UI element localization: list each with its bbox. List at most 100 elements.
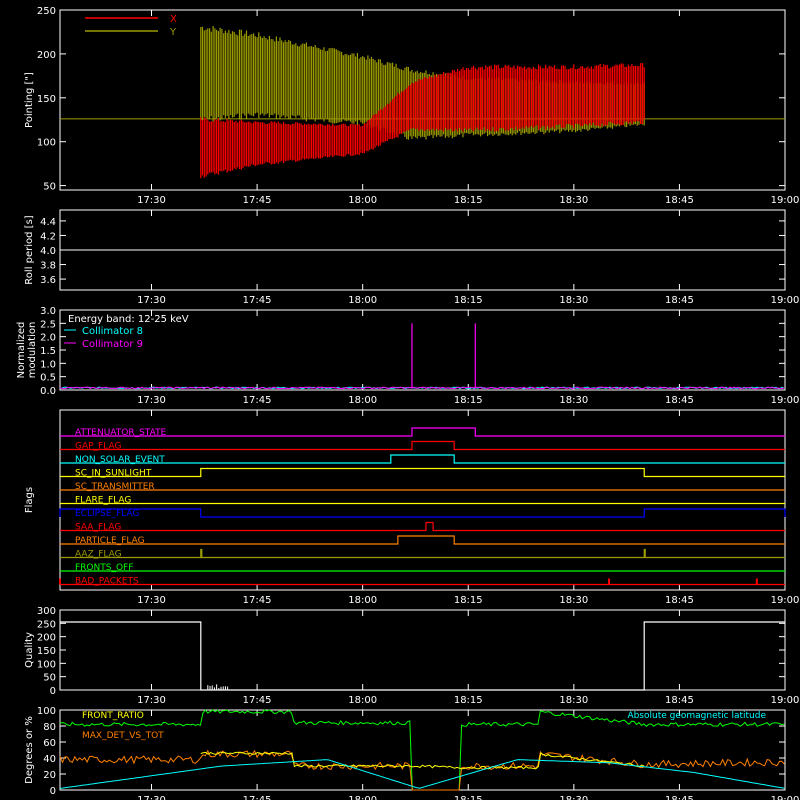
- series-trace-2: [200, 751, 645, 770]
- x-tick-label: 18:45: [665, 695, 694, 706]
- panel-3: 17:30 17:45 18:00 18:15 18:30 18:45 19:00 0.0 0.…: [16, 306, 799, 406]
- x-tick-label: 18:30: [559, 395, 588, 406]
- series-trace-1: [59, 749, 785, 791]
- flag-label-gap-flag: GAP_FLAG: [75, 442, 121, 452]
- x-tick-label: 18:00: [348, 795, 377, 800]
- x-tick-label: 17:30: [137, 695, 166, 706]
- x-tick-label: 18:15: [454, 595, 483, 606]
- x-tick-label: 18:00: [348, 395, 377, 406]
- x-tick-label: 17:45: [243, 295, 272, 306]
- y-tick-label: 3.0: [40, 306, 56, 317]
- quality-line: [60, 621, 785, 691]
- y-axis-label: Roll period [s]: [24, 215, 35, 284]
- panel-5: 17:30 17:45 18:00 18:15 18:30 18:45 19:00 0 50 10…: [24, 606, 799, 706]
- x-tick-label: 17:30: [137, 195, 166, 206]
- legend-front-ratio: FRONT_RATIO: [82, 711, 144, 721]
- flag-trace-gap-flag: [60, 440, 785, 451]
- y-tick-label: 2.5: [40, 319, 56, 330]
- x-tick-label: 18:00: [348, 695, 377, 706]
- x-tick-label: 18:00: [348, 195, 377, 206]
- panel-4: 17:30 17:45 18:00 18:15 18:30 18:45 19:00 Flags…: [24, 409, 800, 606]
- legend-label: Collimator 9: [82, 339, 143, 350]
- flag-label-eclipse-flag: ECLIPSE_FLAG: [75, 509, 139, 519]
- plot-frame: [59, 409, 786, 591]
- flag-label-aaz-flag: AAZ_FLAG: [75, 550, 122, 560]
- y-tick-label: 3.6: [40, 275, 56, 286]
- y-axis-label-line: Normalized: [16, 322, 27, 379]
- x-tick-label: 18:15: [454, 395, 483, 406]
- x-tick-label: 18:30: [559, 195, 588, 206]
- x-tick-label: 18:45: [665, 795, 694, 800]
- y-tick-label: 100: [37, 138, 56, 149]
- y-tick-label: 20: [43, 770, 56, 781]
- y-tick-label: 100: [37, 706, 56, 717]
- y-tick-label: 300: [37, 606, 56, 617]
- series-trace-3: [59, 759, 785, 789]
- y-tick-label: 200: [37, 50, 56, 61]
- x-tick-label: 18:15: [454, 195, 483, 206]
- y-tick-label: 3.8: [40, 261, 56, 272]
- flag-label-attenuator-state: ATTENUATOR_STATE: [75, 428, 167, 438]
- y-tick-label: 1.0: [40, 359, 56, 370]
- flag-trace-particle-flag: [60, 535, 785, 545]
- y-axis-label: Quality: [24, 632, 35, 668]
- y-tick-label: 0: [50, 786, 56, 797]
- y-axis-label: Normalizedmodulation: [16, 322, 38, 379]
- panel-1: 17:30 17:45 18:00 18:15 18:30 18:45 19:00 50 100…: [24, 6, 799, 206]
- legend-label-y: Y: [169, 27, 177, 38]
- x-tick-label: 17:45: [243, 695, 272, 706]
- y-tick-label: 1.5: [40, 346, 56, 357]
- flag-trace-saa-flag: [60, 521, 785, 532]
- legend-label-x: X: [170, 14, 177, 25]
- x-tick-label: 18:30: [559, 295, 588, 306]
- x-tick-label: 17:30: [137, 795, 166, 800]
- x-tick-label: 18:15: [454, 295, 483, 306]
- y-tick-label: 80: [43, 722, 56, 733]
- flag-label-fronts-off: FRONTS_OFF: [75, 563, 133, 573]
- x-tick-label: 19:00: [771, 195, 800, 206]
- y-tick-label: 60: [43, 738, 56, 749]
- flag-label-saa-flag: SAA_FLAG: [75, 523, 121, 533]
- x-tick-label: 18:30: [559, 795, 588, 800]
- x-tick-label: 17:30: [137, 395, 166, 406]
- y-tick-label: 50: [43, 182, 56, 193]
- x-tick-label: 17:45: [243, 195, 272, 206]
- panel-2: 17:30 17:45 18:00 18:15 18:30 18:45 19:00 3.6 3.…: [24, 209, 799, 306]
- y-tick-label: 50: [43, 673, 56, 684]
- x-tick-label: 18:00: [348, 595, 377, 606]
- y-axis-label: Pointing ["]: [24, 72, 35, 128]
- flag-label-particle-flag: PARTICLE_FLAG: [75, 536, 145, 546]
- y-tick-label: 0: [50, 686, 56, 697]
- flag-trace-sc-in-sunlight: [60, 467, 785, 478]
- plot-frame: [59, 9, 786, 191]
- x-tick-label: 18:45: [665, 195, 694, 206]
- x-tick-label: 18:00: [348, 295, 377, 306]
- flag-trace-eclipse-flag: [59, 508, 786, 518]
- flag-label-sc-transmitter: SC_TRANSMITTER: [75, 482, 155, 492]
- x-tick-label: 18:30: [559, 595, 588, 606]
- y-tick-label: 4.4: [40, 217, 56, 228]
- x-tick-label: 19:00: [771, 595, 800, 606]
- series-x-band: [200, 63, 645, 179]
- y-tick-label: 150: [37, 646, 56, 657]
- x-tick-label: 19:00: [771, 795, 800, 800]
- x-tick-label: 19:00: [771, 395, 800, 406]
- x-tick-label: 18:45: [665, 295, 694, 306]
- y-tick-label: 4.0: [40, 246, 56, 257]
- flag-label-non-solar-event: NON_SOLAR_EVENT: [75, 455, 165, 465]
- y-tick-label: 150: [37, 94, 56, 105]
- flag-label-flare-flag: FLARE_FLAG: [75, 496, 131, 506]
- flag-label-bad-packets: BAD_PACKETS: [75, 577, 139, 587]
- x-tick-label: 17:30: [137, 595, 166, 606]
- y-tick-label: 250: [37, 6, 56, 17]
- x-tick-label: 18:45: [665, 395, 694, 406]
- y-axis-label: Flags: [24, 487, 35, 513]
- legend-geomag-latitude: Absolute geomagnetic latitude: [627, 711, 766, 721]
- y-tick-label: 200: [37, 633, 56, 644]
- legend-label: Collimator 8: [82, 326, 143, 337]
- y-tick-label: 40: [43, 754, 56, 765]
- legend-max-det: MAX_DET_VS_TOT: [82, 731, 164, 741]
- flag-trace-attenuator-state: [60, 427, 785, 437]
- x-tick-label: 17:45: [243, 395, 272, 406]
